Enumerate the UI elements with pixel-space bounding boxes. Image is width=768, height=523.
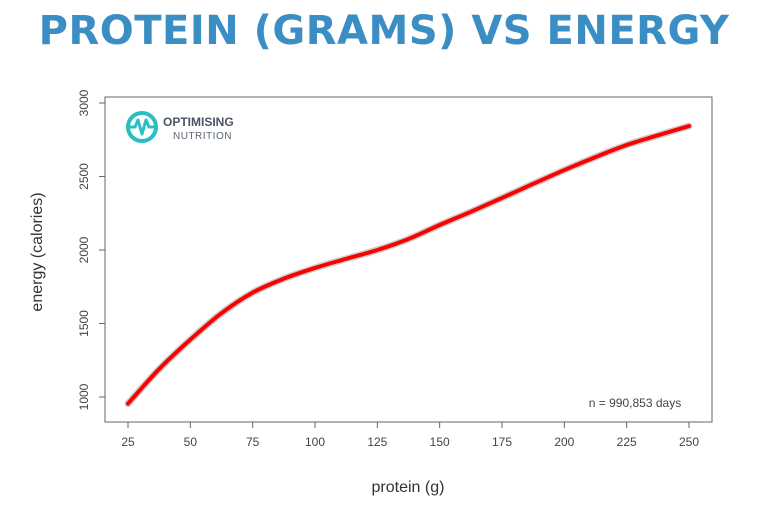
confidence-band xyxy=(124,122,693,408)
y-tick-label: 1500 xyxy=(77,310,91,337)
y-tick-label: 2000 xyxy=(77,236,91,263)
y-tick-label: 2500 xyxy=(77,163,91,190)
logo-text-1: OPTIMISING xyxy=(163,115,234,129)
x-tick-label: 175 xyxy=(492,435,512,449)
x-tick-label: 200 xyxy=(554,435,574,449)
x-tick-label: 150 xyxy=(430,435,450,449)
plot-frame xyxy=(104,96,713,423)
logo-text-2: NUTRITION xyxy=(173,131,232,142)
x-tick-label: 225 xyxy=(617,435,637,449)
logo: OPTIMISING NUTRITION xyxy=(126,111,234,143)
y-tick-label: 1000 xyxy=(77,383,91,410)
sample-size-annotation: n = 990,853 days xyxy=(589,396,681,410)
chart-title: PROTEIN (GRAMS) VS ENERGY xyxy=(38,8,730,54)
x-tick-label: 75 xyxy=(246,435,260,449)
x-tick-label: 50 xyxy=(184,435,198,449)
x-tick-label: 250 xyxy=(679,435,699,449)
y-tick-label: 3000 xyxy=(77,89,91,116)
energy-trend-line xyxy=(126,124,691,406)
y-axis-label: energy (calories) xyxy=(29,192,46,311)
x-axis-label: protein (g) xyxy=(372,479,445,496)
x-tick-label: 25 xyxy=(121,435,135,449)
x-tick-label: 100 xyxy=(305,435,325,449)
x-tick-label: 125 xyxy=(367,435,387,449)
